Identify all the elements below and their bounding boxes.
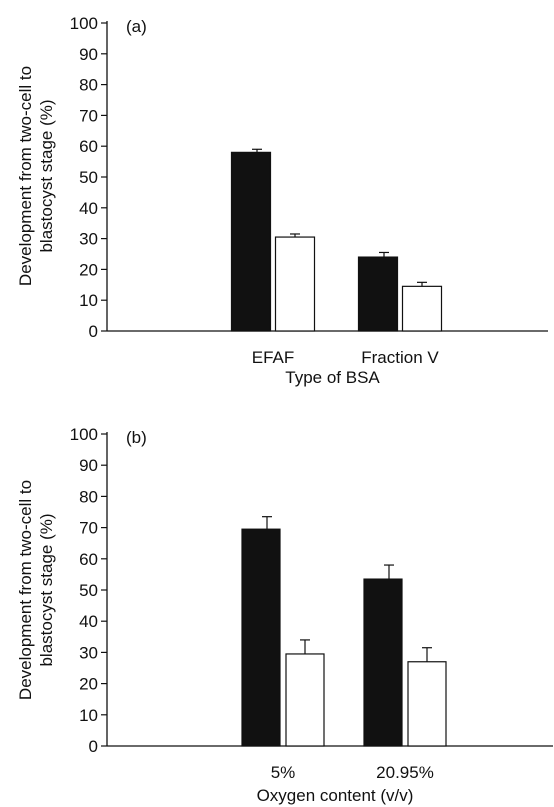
chart-panel-1: 0 10 20 30 40 50 60 70 80 90 100 Development from t… xyxy=(16,425,553,805)
chart-panel-0: 0 10 20 30 40 50 60 70 80 90 100 Development from t… xyxy=(16,14,548,387)
y-axis-title-line: blastocyst stage (%) xyxy=(37,513,56,666)
panel-label: (b) xyxy=(126,428,147,447)
x-tick-label: EFAF xyxy=(252,348,295,367)
y-tick-label: 40 xyxy=(79,199,98,218)
x-axis-title: Type of BSA xyxy=(285,368,380,387)
y-tick-label: 70 xyxy=(79,106,98,125)
x-axis-title: Oxygen content (v/v) xyxy=(257,786,414,805)
y-tick-label: 90 xyxy=(79,456,98,475)
bar xyxy=(407,661,447,747)
bar xyxy=(285,653,325,747)
y-tick-label: 30 xyxy=(79,643,98,662)
bar xyxy=(401,285,443,332)
bar xyxy=(357,256,399,332)
y-tick-label: 40 xyxy=(79,612,98,631)
y-tick-label: 60 xyxy=(79,550,98,569)
y-tick-label: 60 xyxy=(79,137,98,156)
y-tick-label: 50 xyxy=(79,581,98,600)
bar xyxy=(230,151,272,332)
y-axis-title-line: Development from two-cell to xyxy=(16,480,35,700)
y-tick-label: 20 xyxy=(79,675,98,694)
y-tick-label: 50 xyxy=(79,168,98,187)
y-tick-label: 80 xyxy=(79,487,98,506)
y-tick-label: 100 xyxy=(70,14,98,33)
y-tick-label: 30 xyxy=(79,230,98,249)
x-tick-label: 5% xyxy=(271,763,296,782)
bar xyxy=(274,236,316,332)
y-tick-label: 0 xyxy=(89,737,98,756)
y-tick-label: 0 xyxy=(89,322,98,341)
x-tick-label: 20.95% xyxy=(376,763,434,782)
y-axis-title-line: Development from two-cell to xyxy=(16,66,35,286)
bar xyxy=(363,578,403,747)
y-tick-label: 70 xyxy=(79,519,98,538)
panel-label: (a) xyxy=(126,17,147,36)
y-tick-label: 100 xyxy=(70,425,98,444)
y-axis-title-line: blastocyst stage (%) xyxy=(37,99,56,252)
y-axis-title: Development from two-cell to blastocyst s… xyxy=(16,66,56,286)
bar xyxy=(241,528,281,747)
y-tick-label: 10 xyxy=(79,706,98,725)
y-tick-label: 20 xyxy=(79,260,98,279)
y-axis-title: Development from two-cell to blastocyst s… xyxy=(16,480,56,700)
y-tick-label: 10 xyxy=(79,291,98,310)
y-tick-label: 80 xyxy=(79,76,98,95)
y-tick-label: 90 xyxy=(79,45,98,64)
x-tick-label: Fraction V xyxy=(361,348,439,367)
